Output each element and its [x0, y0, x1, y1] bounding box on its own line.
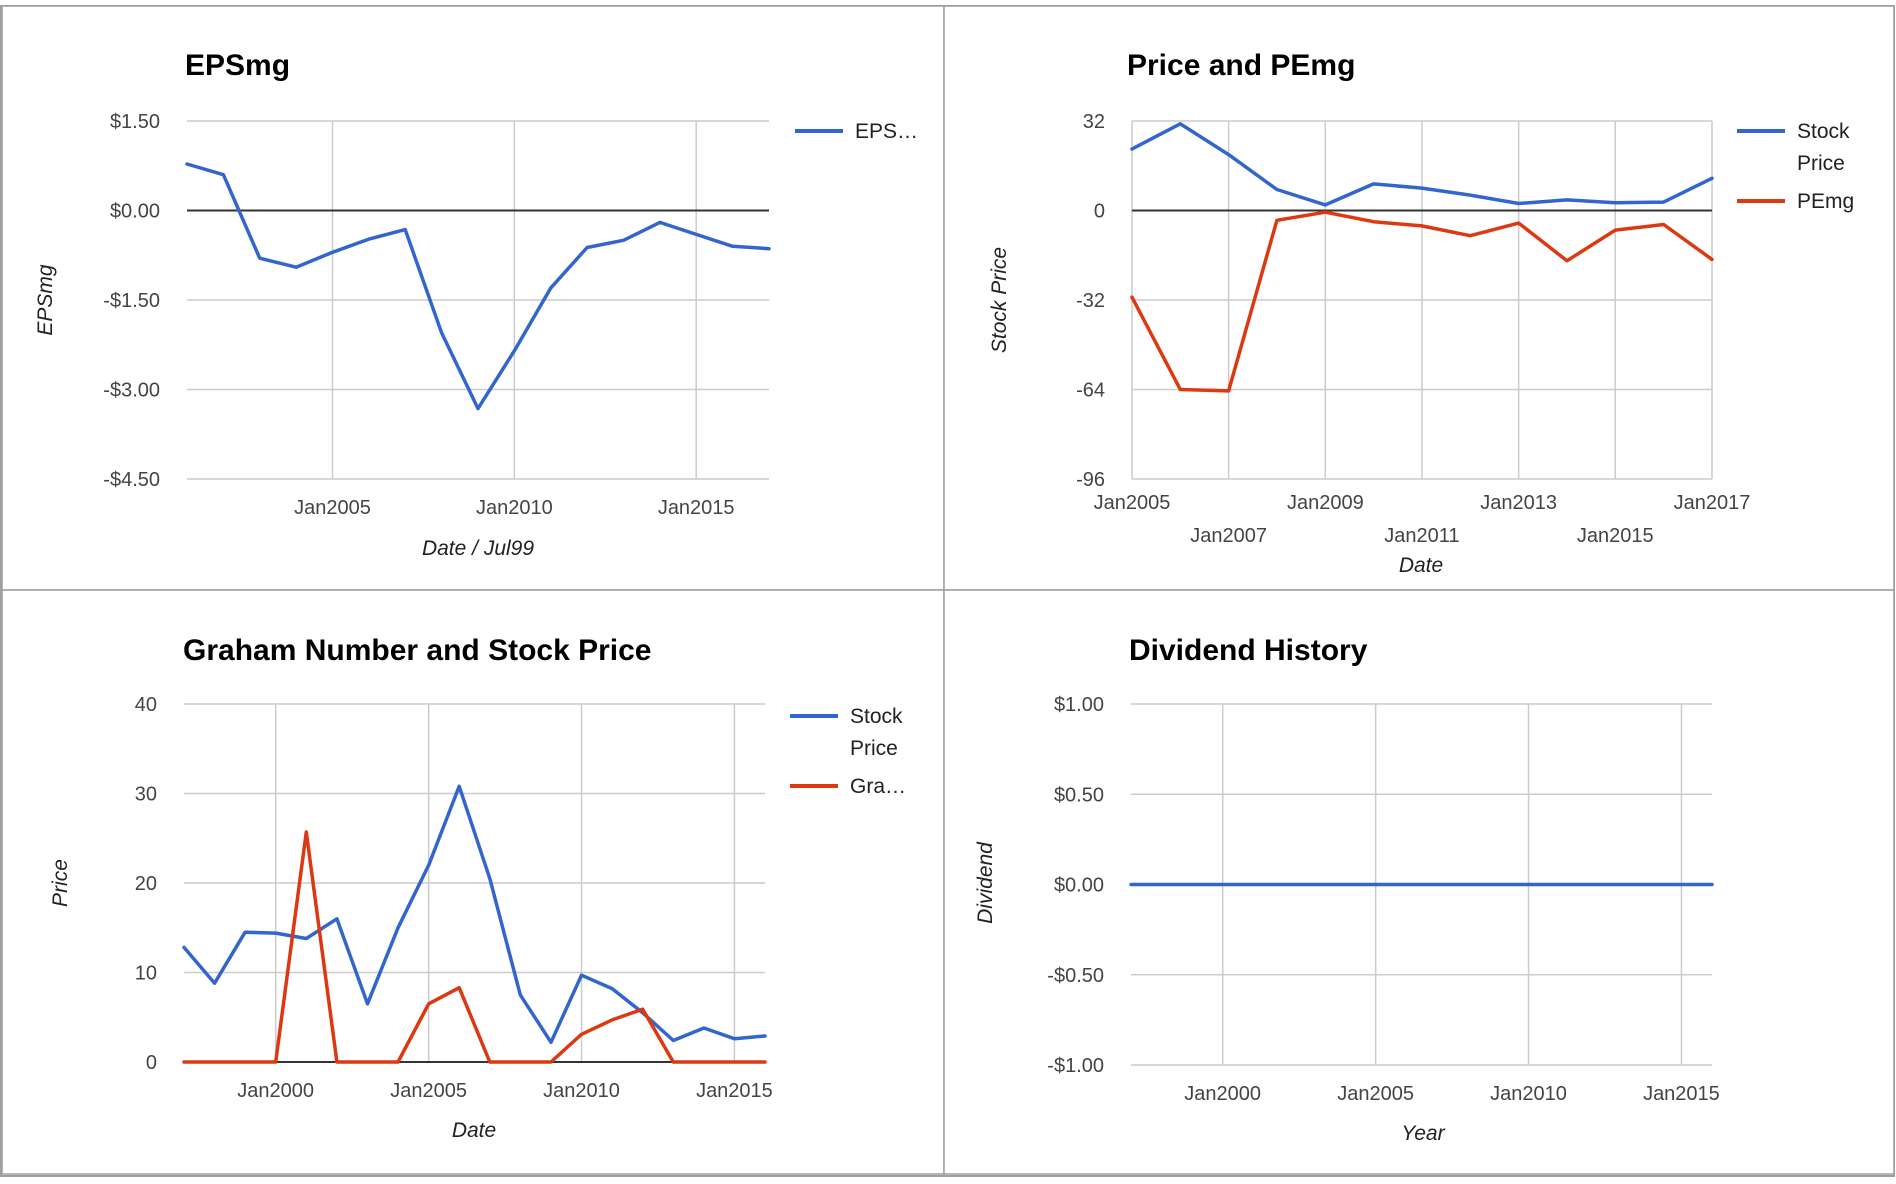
series-line-1: [185, 162, 771, 411]
x-tick-label: Jan2017: [1674, 492, 1751, 514]
chart-title: EPSmg: [185, 49, 290, 82]
legend-label-line: Price: [1797, 152, 1845, 175]
chart-dividend: $1.00 $0.50 $0.00 -$0.50 -$1.00 Jan2000 Jan200…: [943, 589, 1895, 1175]
legend-entry: EPS…: [795, 120, 918, 143]
y-tick-label: -$4.50: [103, 469, 160, 491]
legend-label-line: Stock: [850, 705, 903, 728]
y-axis-label: Price: [49, 859, 72, 907]
y-tick-label: 30: [135, 784, 157, 806]
y-tick-label: -$0.50: [1047, 965, 1104, 987]
x-axis-label: Year: [1401, 1122, 1445, 1145]
x-tick-label: Jan2000: [1184, 1083, 1261, 1105]
x-tick-label: Jan2010: [543, 1080, 620, 1102]
x-axis-label: Date / Jul99: [422, 537, 534, 560]
series-line-2: [182, 830, 767, 1064]
x-tick-label: Jan2005: [390, 1080, 467, 1102]
y-tick-label: 40: [135, 694, 157, 716]
x-tick-label: Jan2000: [237, 1080, 314, 1102]
y-tick-label: -$1.50: [103, 290, 160, 312]
y-tick-label: $1.50: [110, 111, 160, 133]
y-tick-label: $0.00: [110, 201, 160, 223]
y-tick-label: $0.50: [1054, 784, 1104, 806]
y-tick-label: $0.00: [1054, 875, 1104, 897]
chart-panel-frame: [943, 589, 1895, 1175]
x-tick-label: Jan2011: [1384, 525, 1459, 547]
y-axis-label: Dividend: [974, 841, 997, 924]
y-tick-label: -$3.00: [103, 380, 160, 402]
chart-panel-frame: [943, 5, 1895, 591]
y-tick-label: 10: [135, 963, 157, 985]
x-tick-label: Jan2010: [476, 497, 553, 519]
chart-title: Price and PEmg: [1127, 49, 1355, 82]
chart-epsmg: $1.50 $0.00 -$1.50 -$3.00 -$4.50 Jan2005 Jan20…: [1, 5, 945, 591]
y-tick-label: $1.00: [1054, 694, 1104, 716]
x-axis-label: Date: [452, 1119, 496, 1142]
y-tick-label: -$1.00: [1047, 1055, 1104, 1077]
y-tick-label: 20: [135, 873, 157, 895]
x-tick-label: Jan2013: [1480, 492, 1557, 514]
series-line-1: [1130, 122, 1714, 207]
chart-panel-frame: [1, 589, 945, 1175]
x-tick-label: Jan2015: [1643, 1083, 1720, 1105]
y-axis-label: Stock Price: [988, 247, 1011, 353]
y-tick-label: 32: [1083, 111, 1105, 133]
legend-entry: Stock Price: [790, 705, 903, 760]
y-tick-label: 0: [146, 1052, 157, 1074]
y-tick-label: -32: [1076, 290, 1105, 312]
legend-label-line: Stock: [1797, 120, 1850, 143]
legend-label: Gra…: [850, 775, 906, 798]
legend-label: Stock Price: [1797, 120, 1850, 175]
series-line-2: [1130, 210, 1714, 393]
x-tick-label: Jan2007: [1190, 525, 1267, 547]
x-tick-label: Jan2005: [1337, 1083, 1414, 1105]
x-tick-label: Jan2015: [658, 497, 735, 519]
y-tick-label: -64: [1076, 380, 1105, 402]
chart-title: Graham Number and Stock Price: [183, 634, 652, 667]
legend-entry: PEmg: [1737, 190, 1854, 213]
x-tick-label: Jan2005: [1094, 492, 1171, 514]
y-tick-label: 0: [1094, 201, 1105, 223]
series-line-1: [182, 784, 767, 1045]
legend-label: Stock Price: [850, 705, 903, 760]
y-axis-label: EPSmg: [34, 264, 57, 336]
legend-entry: Gra…: [790, 775, 906, 798]
legend-label: PEmg: [1797, 190, 1854, 213]
x-tick-label: Jan2005: [294, 497, 371, 519]
x-axis-label: Date: [1399, 554, 1443, 577]
x-tick-label: Jan2010: [1490, 1083, 1567, 1105]
legend-label-line: Price: [850, 737, 898, 760]
chart-title: Dividend History: [1129, 634, 1368, 667]
legend-entry: Stock Price: [1737, 120, 1850, 175]
legend-label: EPS…: [855, 120, 918, 143]
x-tick-label: Jan2015: [696, 1080, 773, 1102]
x-tick-label: Jan2015: [1577, 525, 1654, 547]
y-tick-label: -96: [1076, 469, 1105, 491]
chart-graham: 40 30 20 10 0 Jan2000 Jan2005 Jan2010 Jan2015 Gra…: [1, 589, 945, 1175]
x-tick-label: Jan2009: [1287, 492, 1364, 514]
chart-panel-frame: [1, 5, 945, 591]
